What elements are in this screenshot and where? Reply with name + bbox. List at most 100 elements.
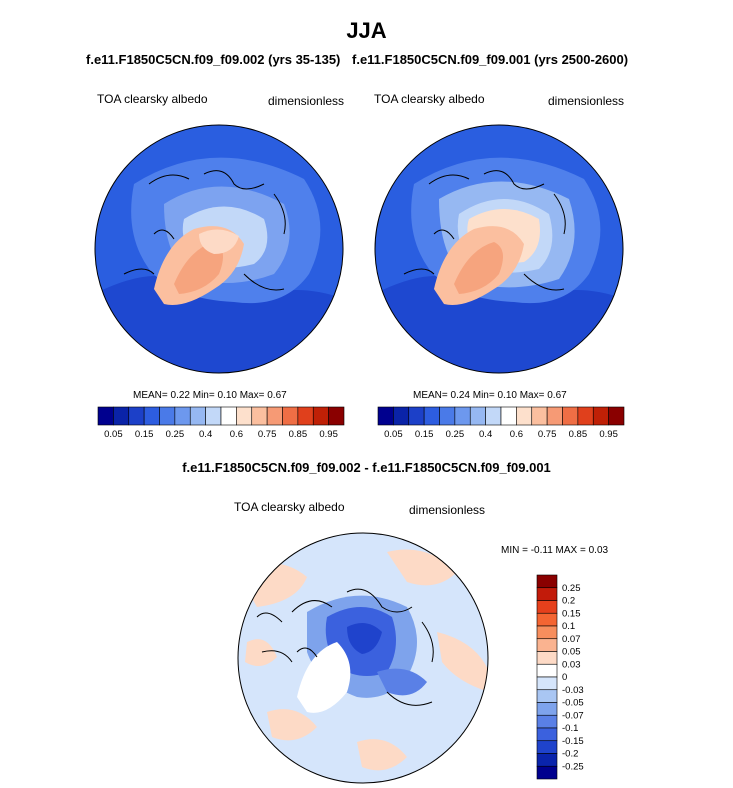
colorbar-swatch	[536, 587, 558, 601]
colorbar-tick-label: -0.07	[562, 710, 584, 721]
colorbar-tick-label: -0.05	[562, 698, 584, 709]
colorbar-tick-label: 0.2	[562, 596, 575, 607]
page-title: JJA	[346, 18, 387, 43]
colorbar-tick-label: 0.95	[319, 429, 338, 440]
diff-stats: MIN = -0.11 MAX = 0.03	[501, 545, 609, 556]
region-greenland-neutral	[297, 642, 351, 713]
colorbar-swatch	[408, 406, 425, 426]
colorbar-swatch	[536, 689, 558, 703]
left-units-label: dimensionless	[268, 94, 345, 108]
colorbar-swatch	[143, 406, 160, 426]
colorbar-swatch	[469, 406, 486, 426]
colorbar-swatch	[536, 702, 558, 716]
colorbar-tick-label: -0.03	[562, 685, 584, 696]
colorbar-tick-label: 0	[562, 672, 567, 683]
colorbar-swatch	[128, 406, 145, 426]
colorbar-tick-label: 0.85	[569, 429, 588, 440]
colorbar-tick-label: -0.15	[562, 736, 584, 747]
colorbar-right: 0.05 0.15 0.25 0.4 0.6 0.75 0.85 0.95	[377, 406, 625, 440]
colorbar-tick-label: 0.85	[289, 429, 308, 440]
colorbar-swatch	[282, 406, 299, 426]
colorbar-swatch	[592, 406, 609, 426]
colorbar-tick-label: 0.05	[104, 429, 123, 440]
colorbar-swatch	[113, 406, 130, 426]
colorbar-tick-label: 0.25	[166, 429, 185, 440]
colorbar-swatch	[236, 406, 253, 426]
colorbar-swatch	[220, 406, 237, 426]
right-units-label: dimensionless	[548, 94, 625, 108]
region-negative-core	[347, 623, 382, 654]
colorbar-tick-label: 0.4	[479, 429, 492, 440]
colorbar-swatch	[439, 406, 456, 426]
colorbar-tick-label: 0.75	[538, 429, 557, 440]
colorbar-swatch	[562, 406, 579, 426]
colorbar-tick-label: 0.6	[230, 429, 243, 440]
colorbar-swatch	[393, 406, 410, 426]
region-greenland-core	[174, 242, 223, 294]
colorbar-swatch	[97, 406, 114, 426]
colorbar-tick-label: 0.95	[599, 429, 618, 440]
colorbar-tick-label: -0.1	[562, 723, 578, 734]
colorbar-swatch	[159, 406, 176, 426]
colorbar-left: 0.05 0.15 0.25 0.4 0.6 0.75 0.85 0.95	[97, 406, 345, 440]
colorbar-tick-label: 0.6	[510, 429, 523, 440]
coastline	[123, 170, 286, 291]
region-greenland-core	[454, 242, 503, 294]
colorbar-swatch	[328, 406, 345, 426]
colorbar-swatch	[536, 740, 558, 754]
region-positive-patches	[238, 549, 488, 771]
colorbar-swatch	[536, 753, 558, 767]
colorbar-swatch	[189, 406, 206, 426]
left-variable-label: TOA clearsky albedo	[97, 92, 208, 106]
colorbar-tick-label: 0.25	[446, 429, 465, 440]
colorbar-tick-label: -0.25	[562, 761, 584, 772]
colorbar-swatch	[516, 406, 533, 426]
colorbar-swatch	[500, 406, 517, 426]
colorbar-swatch	[536, 676, 558, 691]
right-variable-label: TOA clearsky albedo	[374, 92, 485, 106]
colorbar-diff: 0.250.20.150.10.070.050.030-0.03-0.05-0.…	[536, 574, 584, 780]
colorbar-swatch	[577, 406, 594, 426]
colorbar-tick-label: 0.05	[562, 647, 581, 658]
right-polar-map	[374, 124, 624, 374]
colorbar-swatch	[546, 406, 563, 426]
right-stats: MEAN= 0.24 Min= 0.10 Max= 0.67	[413, 390, 567, 401]
colorbar-swatch	[536, 574, 558, 589]
colorbar-swatch	[377, 406, 394, 426]
colorbar-swatch	[536, 663, 558, 678]
colorbar-tick-label: 0.03	[562, 659, 581, 670]
colorbar-tick-label: 0.4	[199, 429, 212, 440]
colorbar-swatch	[251, 406, 268, 426]
colorbar-swatch	[536, 714, 558, 729]
region-arctic-center	[199, 229, 239, 254]
colorbar-swatch	[608, 406, 625, 426]
colorbar-tick-label: 0.15	[415, 429, 434, 440]
colorbar-tick-label: 0.25	[562, 583, 581, 594]
colorbar-swatch	[536, 612, 558, 627]
diff-polar-map	[237, 532, 489, 784]
region-continental-darker	[95, 276, 343, 373]
colorbar-tick-label: 0.07	[562, 634, 581, 645]
left-stats: MEAN= 0.22 Min= 0.10 Max= 0.67	[133, 390, 287, 401]
diff-variable-label: TOA clearsky albedo	[234, 500, 345, 514]
colorbar-tick-label: -0.2	[562, 749, 578, 760]
colorbar-tick-label: 0.75	[258, 429, 277, 440]
colorbar-swatch	[266, 406, 283, 426]
subtitle-left: f.e11.F1850C5CN.f09_f09.002 (yrs 35-135)	[86, 52, 341, 67]
colorbar-swatch	[536, 600, 558, 614]
coastline	[256, 588, 434, 706]
colorbar-swatch	[531, 406, 548, 426]
colorbar-swatch	[454, 406, 471, 426]
colorbar-swatch	[536, 625, 558, 640]
colorbar-swatch	[485, 406, 502, 426]
colorbar-tick-label: 0.1	[562, 621, 575, 632]
colorbar-swatch	[536, 651, 558, 665]
coastline	[403, 170, 566, 291]
diff-title: f.e11.F1850C5CN.f09_f09.002 - f.e11.F185…	[182, 460, 551, 475]
colorbar-swatch	[536, 765, 558, 780]
colorbar-swatch	[205, 406, 222, 426]
colorbar-tick-label: 0.15	[135, 429, 154, 440]
colorbar-swatch	[423, 406, 440, 426]
subtitle-right: f.e11.F1850C5CN.f09_f09.001 (yrs 2500-26…	[352, 52, 629, 67]
colorbar-swatch	[536, 638, 558, 652]
